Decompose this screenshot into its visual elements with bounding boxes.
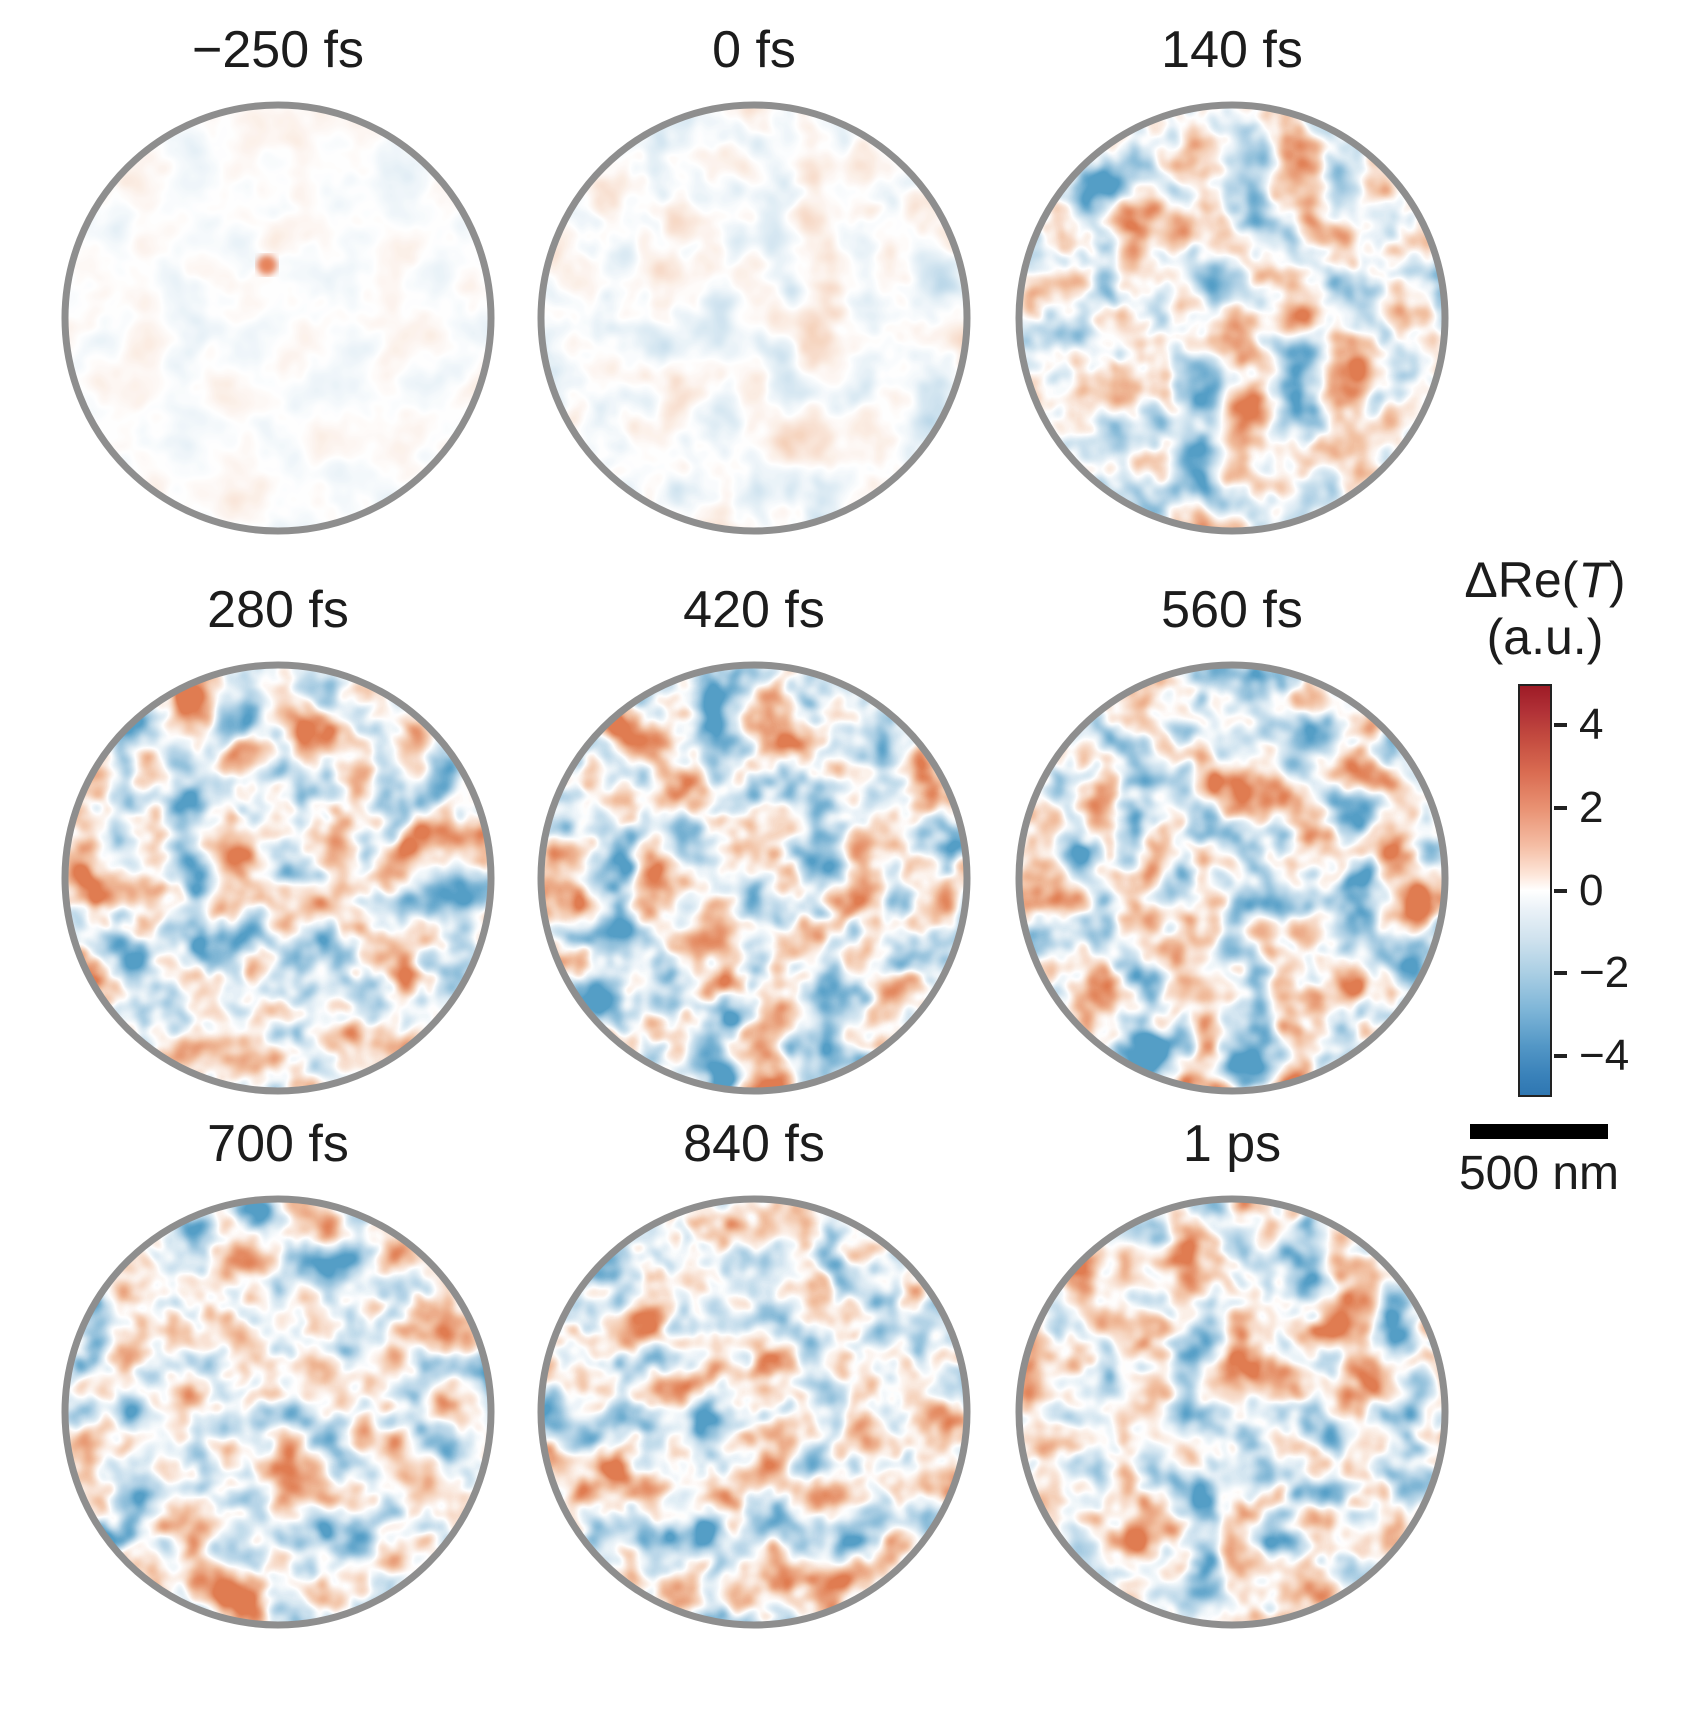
colorbar-body: 4 2 0 −2 −4: [1425, 684, 1665, 1097]
panel-title: −250 fs: [191, 21, 365, 80]
heatmap-disc: [534, 98, 974, 538]
heatmap-disc: [534, 658, 974, 1098]
panel-minus-250fs: −250 fs: [58, 23, 498, 538]
colorbar-tick-neg2: −2: [1554, 948, 1629, 998]
colorbar-tick-neg4: −4: [1554, 1031, 1629, 1081]
colorbar-units: (a.u.): [1486, 609, 1604, 665]
heatmap-disc: [1012, 1192, 1452, 1632]
panel-title: 420 fs: [683, 581, 825, 640]
panel-700fs: 700 fs: [58, 1117, 498, 1632]
panel-840fs: 840 fs: [534, 1117, 974, 1632]
panel-title: 840 fs: [683, 1115, 825, 1174]
tick-mark: [1554, 1053, 1567, 1058]
colorbar-title-line1: ΔRe(T): [1425, 552, 1665, 609]
colorbar-title: ΔRe(T) (a.u.): [1425, 552, 1665, 666]
scale-bar: 500 nm: [1444, 1124, 1634, 1201]
heatmap-disc: [1012, 658, 1452, 1098]
tick-mark: [1554, 971, 1567, 976]
panel-title: 700 fs: [207, 1115, 349, 1174]
colorbar: ΔRe(T) (a.u.) 4 2 0 −2 −4: [1425, 552, 1665, 1097]
colorbar-title-prefix: ΔRe(: [1464, 552, 1579, 608]
heatmap-disc: [534, 1192, 974, 1632]
panel-title: 0 fs: [712, 21, 796, 80]
heatmap-disc: [58, 98, 498, 538]
colorbar-gradient: [1518, 684, 1552, 1097]
tick-mark: [1554, 805, 1567, 810]
tick-label: 0: [1579, 865, 1604, 915]
tick-label: −4: [1579, 1030, 1630, 1080]
tick-label: −2: [1579, 948, 1630, 998]
colorbar-tick-4: 4: [1554, 700, 1603, 750]
heatmap-disc: [58, 658, 498, 1098]
panel-title: 280 fs: [207, 581, 349, 640]
colorbar-tick-0: 0: [1554, 866, 1603, 916]
panel-1ps: 1 ps: [1012, 1117, 1452, 1632]
panel-title: 1 ps: [1182, 1115, 1282, 1174]
panel-title: 140 fs: [1161, 21, 1303, 80]
scale-bar-rect: [1470, 1124, 1608, 1139]
colorbar-title-suffix: ): [1608, 552, 1626, 608]
tick-mark: [1554, 888, 1567, 893]
colorbar-title-symbol: T: [1578, 552, 1609, 608]
panel-560fs: 560 fs: [1012, 583, 1452, 1098]
tick-label: 2: [1579, 782, 1604, 832]
panel-140fs: 140 fs: [1012, 23, 1452, 538]
scale-bar-label: 500 nm: [1458, 1147, 1620, 1200]
heatmap-disc: [58, 1192, 498, 1632]
heatmap-disc: [1012, 98, 1452, 538]
colorbar-tick-2: 2: [1554, 783, 1603, 833]
tick-mark: [1554, 723, 1567, 728]
panel-420fs: 420 fs: [534, 583, 974, 1098]
panel-title: 560 fs: [1161, 581, 1303, 640]
tick-label: 4: [1579, 700, 1604, 750]
panel-280fs: 280 fs: [58, 583, 498, 1098]
panel-0fs: 0 fs: [534, 23, 974, 538]
